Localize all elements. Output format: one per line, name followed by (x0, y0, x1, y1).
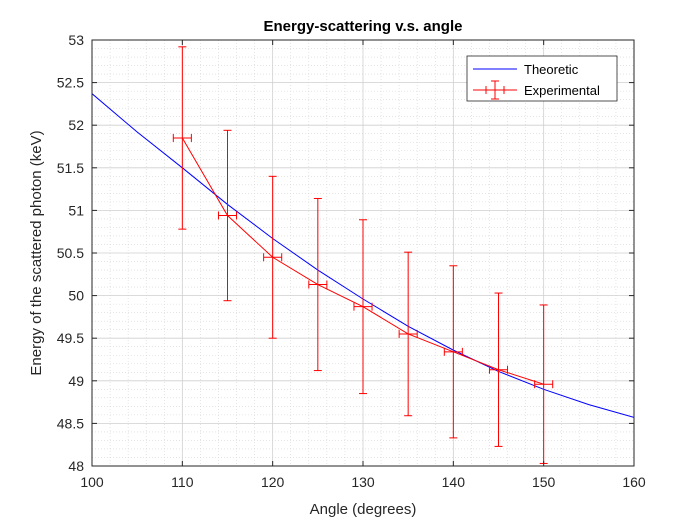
legend-experimental-label: Experimental (524, 83, 600, 98)
tick-labels: 100 110 120 130 140 150 160 48 48.5 49 49.5 50 50.5 5… (57, 32, 646, 490)
y-tick-label: 51 (68, 202, 84, 218)
legend: Theoretic Experimental (466, 55, 618, 102)
y-tick-label: 52.5 (57, 75, 84, 91)
y-tick-label: 50.5 (57, 245, 84, 261)
legend-experimental-marker (473, 80, 517, 100)
y-tick-label: 51.5 (57, 160, 84, 176)
y-tick-label: 53 (68, 32, 84, 48)
experimental-point (172, 46, 192, 230)
chart-title: Energy-scattering v.s. angle (264, 18, 463, 35)
experimental-point (217, 129, 238, 302)
y-tick-label: 48 (68, 458, 84, 474)
experimental-point (308, 197, 328, 372)
experimental-point (398, 251, 418, 417)
x-axis-label: Angle (degrees) (310, 501, 417, 518)
tick-marks (91, 39, 635, 467)
x-tick-label: 120 (261, 474, 285, 490)
x-tick-label: 100 (80, 474, 104, 490)
y-axis-label: Energy of the scattered photon (keV) (28, 130, 45, 375)
y-tick-label: 52 (68, 117, 84, 133)
y-tick-label: 49.5 (57, 330, 84, 346)
y-tick-label: 49 (68, 373, 84, 389)
y-tick-label: 48.5 (57, 415, 84, 431)
experimental-point (488, 292, 509, 447)
experimental-point (443, 265, 463, 439)
experimental-point (353, 219, 373, 395)
x-tick-label: 150 (532, 474, 556, 490)
y-tick-label: 50 (68, 288, 84, 304)
x-tick-label: 160 (622, 474, 646, 490)
x-tick-label: 130 (351, 474, 375, 490)
legend-box (466, 55, 618, 102)
x-tick-label: 110 (171, 474, 194, 490)
experimental-point (263, 175, 283, 339)
x-tick-label: 140 (442, 474, 466, 490)
legend-theoretic-label: Theoretic (524, 62, 579, 77)
